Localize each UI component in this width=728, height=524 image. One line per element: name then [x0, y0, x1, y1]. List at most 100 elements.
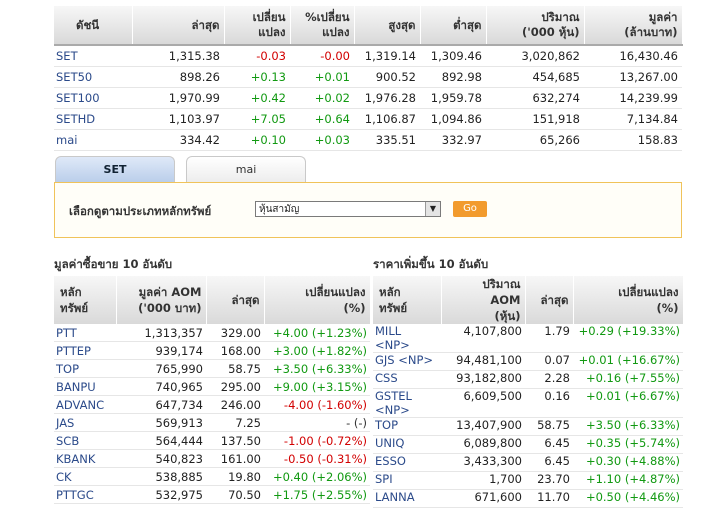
- price-change: - (-): [264, 413, 370, 432]
- last-price: 6.45: [525, 453, 573, 472]
- stock-symbol[interactable]: TOP: [54, 359, 116, 378]
- price-change: +3.00 (+1.82%): [264, 341, 370, 360]
- index-pct-change: +0.64: [290, 108, 354, 130]
- tab-mai[interactable]: mai: [186, 156, 306, 183]
- price-change: +9.00 (+3.15%): [264, 377, 370, 396]
- stock-symbol[interactable]: ADVANC: [54, 395, 116, 414]
- aom-value: 540,823: [116, 449, 206, 468]
- index-last: 1,315.38: [132, 44, 224, 67]
- price-change: +0.01 (+6.67%): [573, 388, 683, 418]
- table-row: ESSO 3,433,300 6.45 +0.30 (+4.88%): [373, 453, 683, 472]
- index-high: 900.52: [354, 66, 420, 88]
- last-price: 58.75: [525, 417, 573, 436]
- price-change: +0.50 (+4.46%): [573, 489, 683, 508]
- index-name[interactable]: SET100: [54, 87, 132, 109]
- header-symbol: หลัก ทรัพย์: [54, 276, 117, 324]
- table-row: PTT 1,313,357 329.00 +4.00 (+1.23%): [54, 324, 370, 342]
- index-name[interactable]: SET: [54, 44, 132, 67]
- last-price: 70.50: [206, 485, 264, 504]
- header-low: ต่ำสุด: [420, 6, 487, 45]
- aom-volume: 1,700: [441, 471, 525, 490]
- stock-symbol[interactable]: MILL <NP>: [373, 324, 441, 353]
- last-price: 0.16: [525, 388, 573, 418]
- header-aom-value: มูลค่า AOM ('000 บาท): [116, 276, 207, 324]
- index-name[interactable]: mai: [54, 129, 132, 151]
- aom-volume: 6,609,500: [441, 388, 525, 418]
- header-symbol: หลัก ทรัพย์: [373, 276, 442, 324]
- stock-symbol[interactable]: JAS: [54, 413, 116, 432]
- index-change: +0.10: [224, 129, 290, 151]
- last-price: 7.25: [206, 413, 264, 432]
- stock-symbol[interactable]: CK: [54, 467, 116, 486]
- table-row: CK 538,885 19.80 +0.40 (+2.06%): [54, 467, 370, 486]
- tab-set[interactable]: SET: [55, 156, 175, 183]
- index-volume: 65,266: [486, 129, 584, 151]
- stock-symbol[interactable]: ESSO: [373, 453, 441, 472]
- header-change: เปลี่ยน แปลง: [224, 6, 291, 45]
- table-row: CSS 93,182,800 2.28 +0.16 (+7.55%): [373, 370, 683, 389]
- index-volume: 151,918: [486, 108, 584, 130]
- index-volume: 632,274: [486, 87, 584, 109]
- stock-symbol[interactable]: GSTEL <NP>: [373, 388, 441, 418]
- price-change: +0.35 (+5.74%): [573, 435, 683, 454]
- price-change: +0.29 (+19.33%): [573, 324, 683, 353]
- index-high: 1,106.87: [354, 108, 420, 130]
- aom-volume: 3,433,300: [441, 453, 525, 472]
- last-price: 295.00: [206, 377, 264, 396]
- header-aom-volume: ปริมาณ AOM (หุ้น): [441, 276, 526, 324]
- chevron-down-icon[interactable]: ▼: [425, 202, 440, 216]
- last-price: 58.75: [206, 359, 264, 378]
- index-pct-change: +0.01: [290, 66, 354, 88]
- last-price: 6.45: [525, 435, 573, 454]
- stock-symbol[interactable]: LANNA: [373, 489, 441, 508]
- header-value: มูลค่า (ล้านบาท): [584, 6, 683, 45]
- left-section-title: มูลค่าซื้อขาย 10 อันดับ: [54, 257, 173, 271]
- stock-symbol[interactable]: UNIQ: [373, 435, 441, 454]
- stock-symbol[interactable]: BANPU: [54, 377, 116, 396]
- price-change: -4.00 (-1.60%): [264, 395, 370, 414]
- stock-symbol[interactable]: SCB: [54, 431, 116, 450]
- stock-symbol[interactable]: PTTEP: [54, 341, 116, 360]
- security-type-select[interactable]: หุ้นสามัญ ▼: [255, 201, 441, 217]
- stock-symbol[interactable]: CSS: [373, 370, 441, 389]
- stock-symbol[interactable]: KBANK: [54, 449, 116, 468]
- index-low: 1,959.78: [420, 87, 486, 109]
- last-price: 2.28: [525, 370, 573, 389]
- index-pct-change: -0.00: [290, 44, 354, 67]
- table-row: JAS 569,913 7.25- (-): [54, 413, 370, 432]
- go-button[interactable]: Go: [453, 201, 487, 217]
- index-value: 158.83: [584, 129, 682, 151]
- table-row: PTTGC 532,975 70.50 +1.75 (+2.55%): [54, 485, 370, 504]
- table-row: ADVANC 647,734 246.00 -4.00 (-1.60%): [54, 395, 370, 414]
- table-row: UNIQ 6,089,800 6.45 +0.35 (+5.74%): [373, 435, 683, 454]
- aom-value: 1,313,357: [116, 324, 206, 342]
- price-change: +3.50 (+6.33%): [573, 417, 683, 436]
- index-change: +7.05: [224, 108, 290, 130]
- stock-symbol[interactable]: TOP: [373, 417, 441, 436]
- table-row: GSTEL <NP> 6,609,500 0.16 +0.01 (+6.67%): [373, 388, 683, 418]
- aom-volume: 93,182,800: [441, 370, 525, 389]
- index-name[interactable]: SET50: [54, 66, 132, 88]
- stock-symbol[interactable]: PTT: [54, 324, 116, 342]
- index-name[interactable]: SETHD: [54, 108, 132, 130]
- index-high: 335.51: [354, 129, 420, 151]
- aom-volume: 13,407,900: [441, 417, 525, 436]
- price-change: +0.16 (+7.55%): [573, 370, 683, 389]
- table-row: MILL <NP> 4,107,800 1.79 +0.29 (+19.33%): [373, 324, 683, 353]
- index-last: 334.42: [132, 129, 224, 151]
- header-index: ดัชนี: [54, 6, 133, 45]
- stock-symbol[interactable]: PTTGC: [54, 485, 116, 504]
- price-change: -0.50 (-0.31%): [264, 449, 370, 468]
- header-high: สูงสุด: [354, 6, 421, 45]
- stock-symbol[interactable]: SPI: [373, 471, 441, 490]
- index-last: 898.26: [132, 66, 224, 88]
- aom-value: 564,444: [116, 431, 206, 450]
- index-change: +0.42: [224, 87, 290, 109]
- table-row: BANPU 740,965 295.00 +9.00 (+3.15%): [54, 377, 370, 396]
- table-row: GJS <NP> 94,481,100 0.07 +0.01 (+16.67%): [373, 352, 683, 371]
- index-change: +0.13: [224, 66, 290, 88]
- right-section-title: ราคาเพิ่มขึ้น 10 อันดับ: [373, 257, 489, 271]
- stock-symbol[interactable]: GJS <NP>: [373, 352, 441, 371]
- last-price: 246.00: [206, 395, 264, 414]
- aom-value: 740,965: [116, 377, 206, 396]
